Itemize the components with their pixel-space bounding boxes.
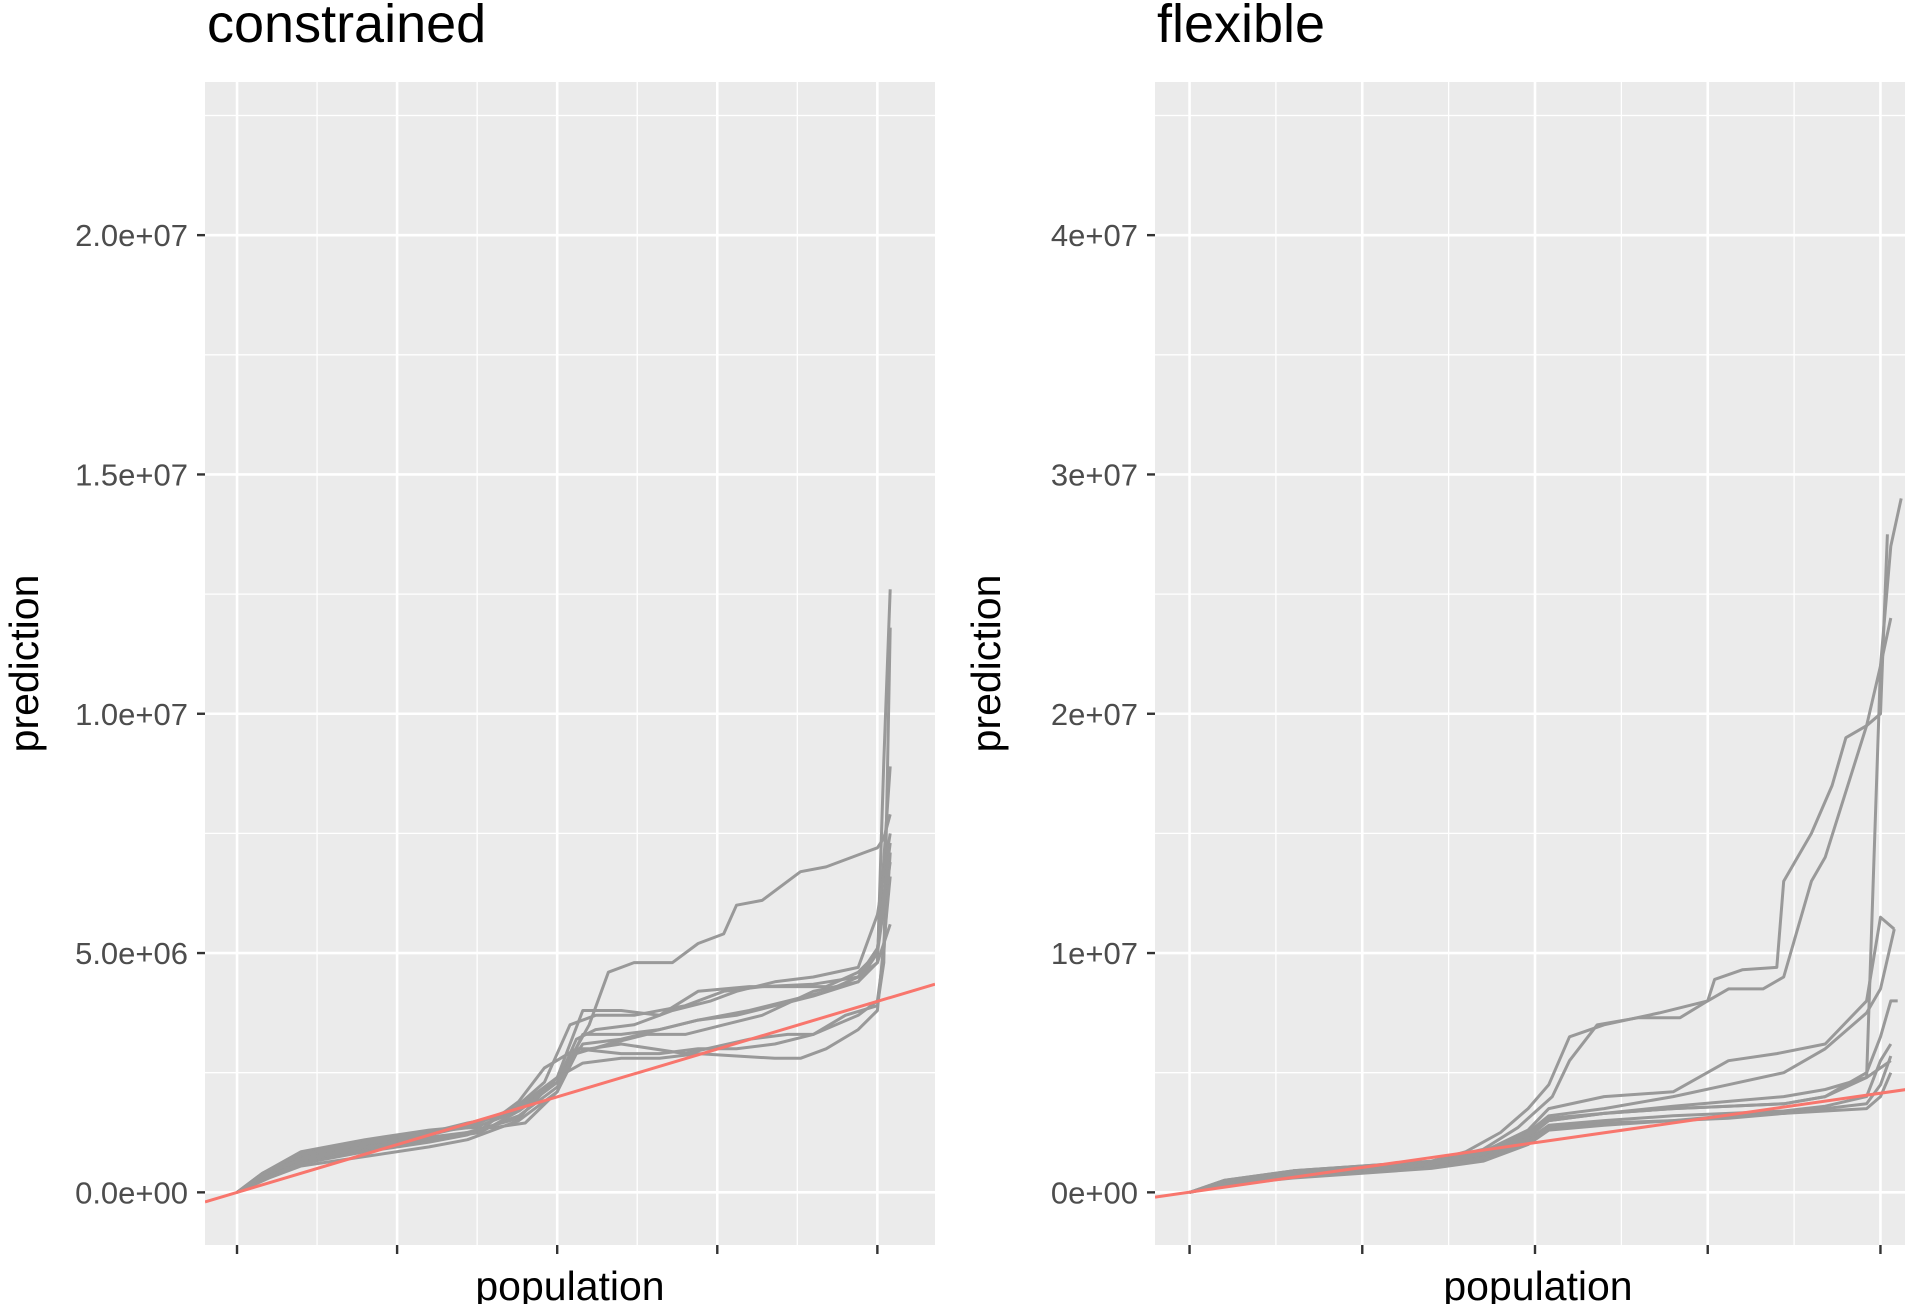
y-axis-title: prediction: [1, 575, 47, 753]
y-tick-label: 1.5e+07: [75, 457, 188, 492]
reference-line: [1155, 1088, 1905, 1199]
series-line-5: [236, 833, 892, 1194]
plot-area: [205, 589, 935, 1204]
y-tick-label: 3e+07: [1051, 457, 1138, 492]
y-tick-label: 0e+00: [1051, 1175, 1138, 1210]
y-axis-title: prediction: [963, 575, 1009, 753]
series-line-10: [236, 842, 892, 1194]
y-tick-label: 0.0e+00: [75, 1175, 188, 1210]
series-line-9: [1189, 1072, 1893, 1194]
y-tick-label: 4e+07: [1051, 218, 1138, 253]
panel-background: [1155, 82, 1905, 1245]
x-axis-title: population: [475, 1263, 664, 1304]
panel-title: flexible: [1157, 0, 1325, 54]
y-tick-label: 2.0e+07: [75, 218, 188, 253]
y-tick-label: 1e+07: [1051, 936, 1138, 971]
y-tick-label: 5.0e+06: [75, 936, 188, 971]
y-tick-label: 2e+07: [1051, 697, 1138, 732]
chart-panel-flexible: 0e+00 1e+07 2e+07 3e+07 4e+07 flexible populat…: [963, 0, 1905, 1304]
chart-panel-constrained: 0.0e+00 5.0e+06 1.0e+07 1.5e+07 2.0e+07 const…: [1, 0, 935, 1304]
y-tick-label: 1.0e+07: [75, 697, 188, 732]
reference-line: [205, 982, 935, 1204]
x-axis-title: population: [1443, 1263, 1632, 1304]
plot-area: [1155, 498, 1905, 1199]
series-line-8: [236, 861, 892, 1194]
series-line-4: [236, 813, 892, 1194]
series-line-6: [236, 852, 892, 1194]
panel-title: constrained: [207, 0, 486, 54]
